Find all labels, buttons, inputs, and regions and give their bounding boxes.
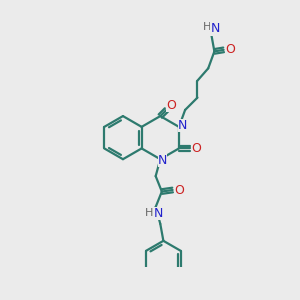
Text: O: O	[225, 44, 235, 56]
Text: N: N	[153, 207, 163, 220]
Text: O: O	[191, 142, 201, 155]
Text: N: N	[178, 119, 188, 132]
Text: H: H	[203, 22, 211, 32]
Text: O: O	[166, 99, 176, 112]
Text: N: N	[211, 22, 220, 35]
Text: O: O	[174, 184, 184, 196]
Text: H: H	[145, 208, 154, 218]
Text: N: N	[158, 154, 167, 167]
